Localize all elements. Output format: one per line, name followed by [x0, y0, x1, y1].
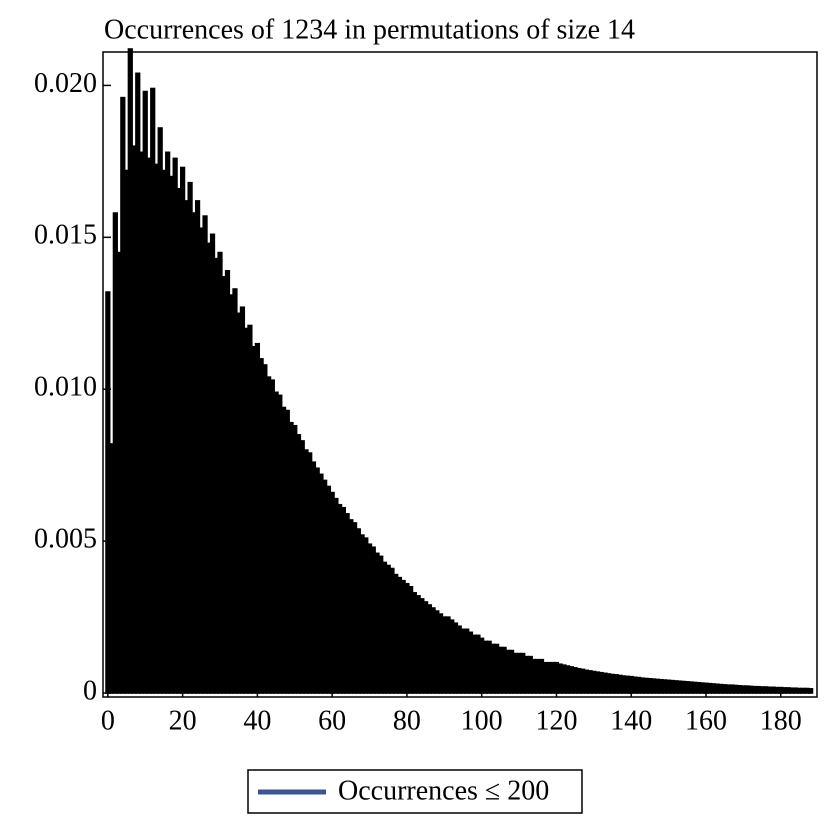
x-tick-label: 0: [101, 705, 115, 736]
y-tick-label: 0.015: [34, 220, 97, 251]
x-tick-label: 160: [685, 705, 727, 736]
y-tick-label: 0.005: [34, 524, 97, 555]
x-tick-label: 120: [535, 705, 577, 736]
bars: [105, 48, 814, 694]
y-tick-label: 0: [83, 675, 97, 706]
chart-title: Occurrences of 1234 in permutations of s…: [104, 14, 635, 45]
x-tick-label: 60: [318, 705, 346, 736]
x-tick-label: 100: [461, 705, 503, 736]
plot-frame: [102, 51, 818, 698]
x-tick-label: 80: [393, 705, 421, 736]
legend-label: Occurrences ≤ 200: [338, 775, 549, 806]
bar: [808, 688, 814, 694]
y-tick-label: 0.010: [34, 372, 97, 403]
x-tick-label: 40: [243, 705, 271, 736]
x-tick-label: 20: [169, 705, 197, 736]
x-tick-label: 180: [760, 705, 802, 736]
y-tick-label: 0.020: [34, 68, 97, 99]
x-tick-label: 140: [610, 705, 652, 736]
